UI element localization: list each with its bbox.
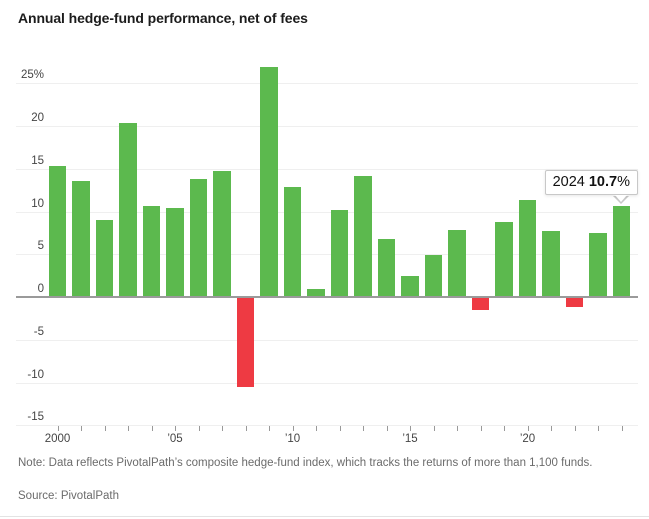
bar-2022[interactable] <box>565 297 584 308</box>
x-axis-tick-2021 <box>551 426 552 432</box>
bar-2024[interactable] <box>612 205 631 297</box>
bar-2020[interactable] <box>518 199 537 297</box>
gridline-25 <box>16 83 638 85</box>
y-axis-label-20: 20 <box>31 112 44 124</box>
x-axis-label-2015: ’15 <box>402 433 418 446</box>
x-axis-tick-2017 <box>457 426 458 432</box>
bar-2023[interactable] <box>589 232 607 297</box>
bar-2012[interactable] <box>330 209 349 297</box>
callout-value-suffix: % <box>617 174 630 190</box>
x-axis-tick-2013 <box>363 426 364 432</box>
x-axis-tick-2001 <box>81 426 82 432</box>
zero-axis-line <box>16 296 638 298</box>
gridline-20 <box>16 126 638 127</box>
bar-2003[interactable] <box>119 123 137 297</box>
x-axis-tick-2020 <box>527 426 529 432</box>
callout-value: 10.7 <box>588 174 618 190</box>
x-axis-label-2000: 2000 <box>44 433 71 446</box>
source-text: Source: PivotalPath <box>18 490 120 502</box>
bar-2015[interactable] <box>401 276 419 297</box>
x-axis-tick-2016 <box>433 426 435 432</box>
x-axis-tick-2003 <box>128 426 129 432</box>
x-axis-tick-2014 <box>386 426 388 432</box>
bar-2016[interactable] <box>424 255 443 297</box>
bar-2013[interactable] <box>354 176 372 297</box>
bar-2005[interactable] <box>166 208 184 297</box>
gridline-5 <box>16 254 638 256</box>
x-axis-tick-2024 <box>621 426 623 432</box>
x-axis-tick-2005 <box>175 426 176 432</box>
x-axis-tick-2000 <box>57 426 59 432</box>
bar-2002[interactable] <box>95 220 114 297</box>
bar-2014[interactable] <box>377 238 396 297</box>
y-axis-label-5: 5 <box>37 240 44 253</box>
x-axis-tick-2019 <box>504 426 505 432</box>
x-axis-tick-2009 <box>269 426 270 432</box>
bar-2007[interactable] <box>213 171 231 297</box>
y-axis-label-15: 15 <box>31 154 44 167</box>
bar-2018[interactable] <box>471 297 490 310</box>
y-axis-label--15: -15 <box>27 411 44 424</box>
bar-2011[interactable] <box>307 289 325 297</box>
x-axis-tick-2023 <box>598 426 599 432</box>
bar-2021[interactable] <box>542 231 560 297</box>
x-axis-tick-2018 <box>480 426 482 432</box>
chart-title: Annual hedge-fund performance, net of fe… <box>18 10 308 26</box>
x-axis-tick-2012 <box>339 426 341 432</box>
bottom-divider <box>0 516 649 517</box>
bar-2008[interactable] <box>236 297 255 387</box>
x-axis-tick-2015 <box>410 426 411 432</box>
x-axis-tick-2022 <box>574 426 576 432</box>
gridline-15 <box>16 168 638 170</box>
x-axis-tick-2006 <box>198 426 200 432</box>
x-axis-tick-2007 <box>222 426 223 432</box>
x-axis-tick-2011 <box>316 426 317 432</box>
y-axis-label-25: 25% <box>20 69 44 82</box>
callout-year: 2024 <box>552 174 585 190</box>
bar-2006[interactable] <box>189 179 208 297</box>
bar-2017[interactable] <box>448 230 466 297</box>
x-axis-tick-2002 <box>104 426 106 432</box>
data-callout-2024: 2024 10.7% <box>544 170 638 195</box>
callout-pointer-fill-icon <box>614 195 627 202</box>
gridline-10 <box>16 211 638 213</box>
gridline--10 <box>16 382 638 384</box>
gridline--15 <box>16 425 638 427</box>
bar-2009[interactable] <box>260 67 278 297</box>
x-axis-tick-2004 <box>151 426 153 432</box>
x-axis-label-2020: ’20 <box>519 433 536 446</box>
x-axis-label-2010: ’10 <box>284 433 301 446</box>
y-axis-label--5: -5 <box>33 325 44 338</box>
x-axis-tick-2010 <box>292 426 294 432</box>
bar-2010[interactable] <box>283 186 302 297</box>
bar-2019[interactable] <box>495 221 513 297</box>
x-axis-label-2005: ’05 <box>167 433 183 446</box>
y-axis-label-10: 10 <box>31 197 44 210</box>
bar-2000[interactable] <box>48 166 67 297</box>
gridline--5 <box>16 339 638 341</box>
note-text: Note: Data reflects PivotalPath’s compos… <box>18 457 593 469</box>
y-axis-label--10: -10 <box>27 368 44 381</box>
y-axis-label-0: 0 <box>37 283 44 295</box>
bar-2001[interactable] <box>72 180 90 297</box>
x-axis-tick-2008 <box>245 426 247 432</box>
bar-2004[interactable] <box>142 206 161 297</box>
